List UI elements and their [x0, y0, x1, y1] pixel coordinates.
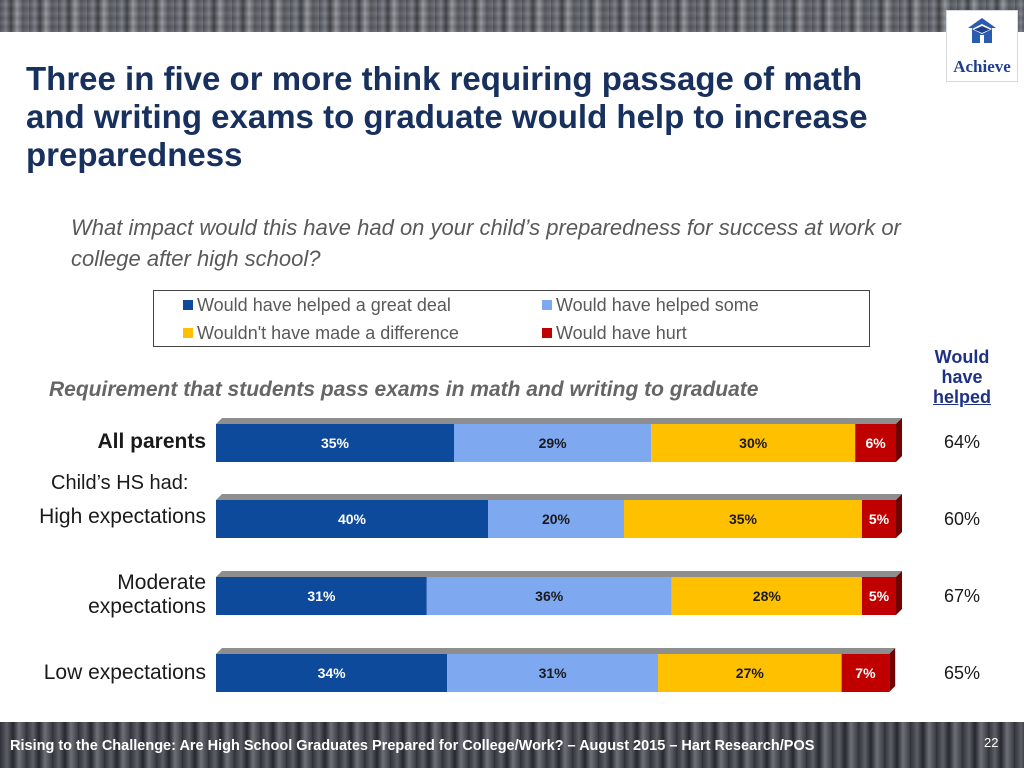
- data-label-hurt: 5%: [869, 588, 890, 604]
- row-label-high: High expectations: [39, 505, 206, 528]
- bar-great-deal: [216, 424, 454, 462]
- legend-item-no-difference: Wouldn't have made a difference: [183, 323, 459, 344]
- data-label-some: 29%: [539, 435, 568, 451]
- achieve-logo: Achieve: [946, 10, 1018, 82]
- legend-item-hurt: Would have hurt: [542, 323, 687, 344]
- data-label-no-difference: 35%: [729, 511, 758, 527]
- bar-great-deal: [216, 577, 427, 615]
- bar-great-deal: [216, 500, 488, 538]
- data-label-no-difference: 27%: [736, 665, 765, 681]
- bar-no-difference: [671, 577, 862, 615]
- bar-some: [488, 500, 624, 538]
- header-photo-band: [0, 0, 1024, 32]
- bar-depth-top: [216, 418, 902, 424]
- bar-hurt: [841, 654, 890, 692]
- total-value: 67%: [943, 586, 981, 606]
- bar-depth-top: [216, 494, 902, 500]
- bar-depth-top: [216, 571, 902, 577]
- totals-header-line: Would: [934, 347, 990, 367]
- legend-label: Wouldn't have made a difference: [197, 323, 459, 343]
- legend-swatch-great-deal: [183, 300, 193, 310]
- bar-depth-side: [889, 648, 896, 692]
- totals-header-line: helped: [932, 387, 991, 407]
- bar-great-deal: [216, 654, 448, 692]
- bar-depth-side: [896, 418, 902, 462]
- bar-no-difference: [658, 654, 842, 692]
- bar-some: [447, 654, 658, 692]
- total-value: 60%: [943, 509, 981, 529]
- data-label-some: 20%: [542, 511, 571, 527]
- data-label-hurt: 6%: [865, 435, 886, 451]
- bar-no-difference: [624, 500, 862, 538]
- totals-header-line: have: [941, 367, 983, 387]
- data-label-great-deal: 40%: [338, 511, 367, 527]
- bar-depth-side: [896, 494, 902, 538]
- chart-title: Requirement that students pass exams in …: [49, 378, 759, 401]
- bar-depth-side: [896, 571, 902, 615]
- data-label-great-deal: 35%: [321, 435, 350, 451]
- legend-item-some: Would have helped some: [542, 295, 759, 316]
- data-label-great-deal: 31%: [307, 588, 336, 604]
- logo-wordmark: Achieve: [953, 57, 1011, 76]
- data-label-some: 36%: [535, 588, 564, 604]
- chart-legend: Would have helped a great deal Would hav…: [153, 290, 870, 347]
- data-label-no-difference: 28%: [753, 588, 782, 604]
- group-label: Child’s HS had:: [51, 472, 189, 494]
- legend-swatch-hurt: [542, 328, 552, 338]
- bar-some: [426, 577, 672, 615]
- total-value: 65%: [943, 663, 981, 683]
- mortarboard-house-icon: [968, 18, 996, 43]
- legend-item-great-deal: Would have helped a great deal: [183, 295, 451, 316]
- legend-label: Would have helped some: [556, 295, 759, 315]
- bar-some: [454, 424, 652, 462]
- data-label-hurt: 5%: [869, 511, 890, 527]
- survey-question: What impact would this have had on your …: [71, 215, 901, 271]
- bar-depth-top: [216, 648, 896, 654]
- row-label-moderate: Moderate expectations: [88, 571, 206, 618]
- legend-label: Would have helped a great deal: [197, 295, 451, 315]
- legend-label: Would have hurt: [556, 323, 687, 343]
- bar-hurt: [862, 500, 896, 538]
- page-title: Three in five or more think requiring pa…: [26, 60, 868, 173]
- totals-header: Would have helped: [924, 347, 1000, 407]
- legend-swatch-some: [542, 300, 552, 310]
- total-value: 64%: [943, 432, 981, 452]
- bar-hurt: [862, 577, 896, 615]
- row-label-low: Low expectations: [43, 661, 206, 684]
- bar-hurt: [855, 424, 896, 462]
- row-label-all-parents: All parents: [97, 430, 206, 453]
- footer-citation: Rising to the Challenge: Are High School…: [10, 738, 815, 754]
- data-label-no-difference: 30%: [739, 435, 768, 451]
- data-label-some: 31%: [539, 665, 568, 681]
- data-label-great-deal: 34%: [318, 665, 347, 681]
- data-label-hurt: 7%: [855, 665, 876, 681]
- footer-band: Rising to the Challenge: Are High School…: [0, 722, 1024, 768]
- bar-no-difference: [651, 424, 856, 462]
- legend-swatch-no-difference: [183, 328, 193, 338]
- page-number: 22: [984, 735, 999, 750]
